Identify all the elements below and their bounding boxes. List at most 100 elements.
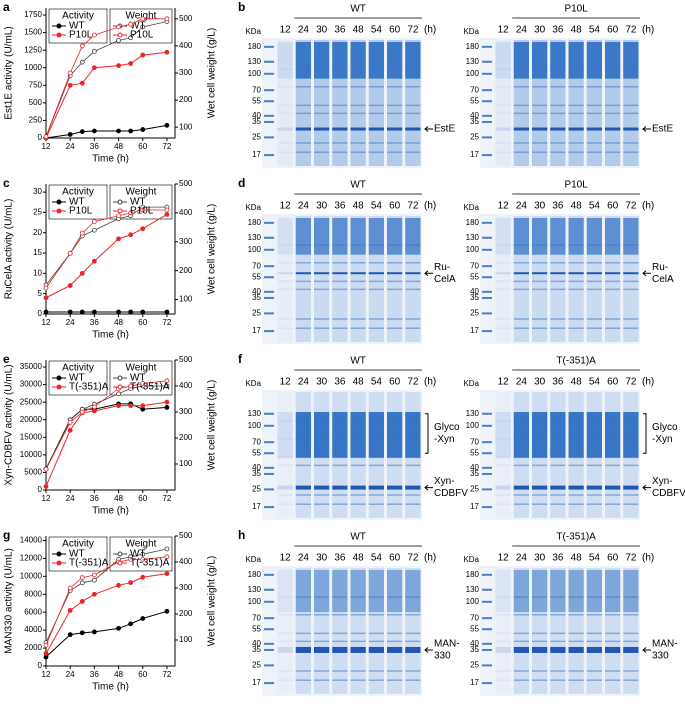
ladder-band xyxy=(264,60,274,63)
band xyxy=(532,640,548,643)
legend-label: P10L xyxy=(69,30,93,41)
band xyxy=(314,464,330,467)
lane-label: 72 xyxy=(625,553,637,564)
main-band xyxy=(568,485,584,490)
point xyxy=(128,403,134,409)
band xyxy=(387,151,403,153)
series-line xyxy=(45,610,168,658)
point xyxy=(164,383,170,389)
ladder-band xyxy=(482,221,492,224)
lane-label: 48 xyxy=(571,201,583,212)
y-axis-label: MAN330 activity (U/mL) xyxy=(4,548,15,654)
point xyxy=(79,309,85,315)
y2-axis-label: Wet cell weight (g/L) xyxy=(207,204,218,294)
x-tick-label: 48 xyxy=(114,318,123,327)
band xyxy=(277,280,293,283)
main-band xyxy=(387,485,403,490)
band xyxy=(405,68,421,70)
lane-label: 60 xyxy=(389,553,401,564)
ladder-band xyxy=(482,236,492,239)
band xyxy=(550,142,566,144)
axes xyxy=(45,536,176,667)
band xyxy=(550,112,566,115)
lane-label: 48 xyxy=(353,553,365,564)
band xyxy=(550,632,566,635)
band xyxy=(277,670,293,672)
ladder-band xyxy=(264,642,274,645)
marker-label: 100 xyxy=(466,597,480,606)
legend-marker xyxy=(56,384,62,390)
series-line xyxy=(45,209,167,289)
band xyxy=(368,679,384,681)
band xyxy=(277,420,293,422)
band xyxy=(550,464,566,467)
point xyxy=(67,82,73,88)
band xyxy=(332,112,348,115)
band xyxy=(332,456,348,459)
band xyxy=(513,437,529,440)
band xyxy=(295,494,311,496)
smear xyxy=(568,218,584,255)
marker-label: 100 xyxy=(248,597,262,606)
band xyxy=(332,503,348,505)
band xyxy=(387,327,403,329)
band xyxy=(277,261,293,264)
ladder-band xyxy=(482,573,492,576)
band xyxy=(405,142,421,144)
band xyxy=(513,327,529,329)
smear xyxy=(513,412,529,458)
smear xyxy=(368,218,384,255)
band xyxy=(350,596,366,598)
marker-unit: KDa xyxy=(463,379,479,388)
band xyxy=(332,679,348,681)
band xyxy=(623,640,639,643)
band xyxy=(532,318,548,320)
marker-label: 70 xyxy=(470,613,479,622)
annotation: Glyco xyxy=(652,422,678,433)
lane-label: 24 xyxy=(298,201,310,212)
ladder-band xyxy=(482,424,492,427)
main-band xyxy=(295,272,311,275)
band xyxy=(550,244,566,246)
main-band xyxy=(532,646,548,653)
smear xyxy=(568,42,584,79)
ladder-band xyxy=(482,642,492,645)
ladder-band xyxy=(264,114,274,117)
main-band xyxy=(605,646,621,653)
x-tick-label: 48 xyxy=(114,494,123,503)
point xyxy=(140,127,146,132)
ladder-band xyxy=(264,221,274,224)
band xyxy=(495,85,511,88)
ladder-band xyxy=(482,276,492,279)
band xyxy=(586,142,602,144)
marker-label: 130 xyxy=(466,409,480,418)
y-tick-label: 0 xyxy=(38,661,43,670)
main-band xyxy=(277,127,293,131)
lane-label: 48 xyxy=(353,201,365,212)
band xyxy=(568,503,584,505)
legend-marker xyxy=(117,32,123,38)
x-axis-label: Time (h) xyxy=(92,506,129,517)
band xyxy=(295,261,311,264)
y2-tick-label: 400 xyxy=(179,208,193,217)
annotation: Glyco xyxy=(434,422,460,433)
point xyxy=(116,309,121,315)
ladder-band xyxy=(482,100,492,103)
band xyxy=(332,464,348,467)
y2-tick-label: 100 xyxy=(179,295,193,304)
band xyxy=(387,85,403,88)
y-tick-label: 15 xyxy=(33,248,42,257)
band xyxy=(532,280,548,283)
band xyxy=(405,456,421,459)
band xyxy=(550,261,566,264)
ladder-band xyxy=(264,412,274,415)
point xyxy=(91,219,97,224)
smear xyxy=(623,218,639,255)
band xyxy=(350,437,366,440)
smear xyxy=(350,42,366,79)
main-band xyxy=(368,127,384,131)
lane-label: 36 xyxy=(552,377,564,388)
y2-tick-label: 300 xyxy=(179,407,193,416)
main-band xyxy=(368,485,384,490)
marker-unit: KDa xyxy=(463,27,479,36)
